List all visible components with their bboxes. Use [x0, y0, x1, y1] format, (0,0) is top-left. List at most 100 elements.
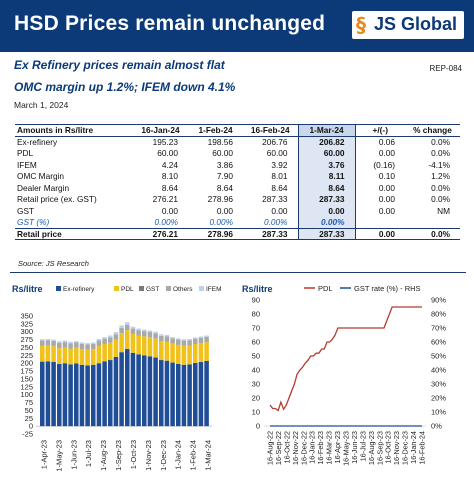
x-tick-label: 16-Jan-24	[409, 431, 418, 464]
bar-segment	[164, 334, 170, 337]
section-divider	[10, 272, 466, 273]
legend-label: Others	[173, 286, 193, 293]
table-cell: 3.92	[271, 159, 288, 170]
table-cell: 60.00	[157, 148, 178, 159]
bar-segment	[68, 343, 73, 349]
js-logo-icon: §	[356, 13, 366, 37]
table-cell: 0.0%	[431, 137, 450, 147]
y-tick-label: 40	[252, 366, 260, 375]
source-note: Source: JS Research	[18, 259, 89, 268]
row-label: Dealer Margin	[17, 182, 70, 193]
bar-segment	[79, 342, 85, 344]
bar-segment	[85, 349, 90, 366]
table-cell: 8.10	[161, 171, 178, 182]
table-row: Retail price 276.21 278.96 287.33 287.33 0.00…	[15, 227, 460, 240]
bar-segment	[176, 363, 181, 427]
x-tick-label: 16-Dec-23	[401, 431, 410, 465]
table-cell: 0.06	[378, 137, 395, 147]
table-cell: 0.00%	[154, 217, 178, 227]
bar-segment	[57, 348, 62, 364]
bar-segment	[62, 347, 68, 364]
bar-segment	[170, 362, 175, 427]
page-title: HSD Prices remain unchanged	[14, 12, 326, 35]
bar-segment	[68, 348, 73, 365]
bar-segment	[62, 363, 68, 427]
table-row: IFEM 4.24 3.86 3.92 3.76 (0.16) -4.1%	[15, 159, 460, 171]
bar-segment	[153, 338, 158, 358]
x-tick-label: 1-Jan-24	[174, 440, 183, 470]
bar-segment	[85, 365, 90, 427]
table-cell: 0.00%	[209, 217, 233, 227]
bar-segment	[204, 342, 209, 361]
legend-swatch	[199, 286, 204, 291]
bar-segment	[130, 333, 136, 353]
y-tick-label: 70	[252, 324, 260, 333]
table-cell: 0.00	[161, 205, 178, 216]
legend-label: GST rate (%) - RHS	[354, 284, 421, 293]
table-cell: 278.96	[188, 227, 243, 240]
x-tick-label: 1-Aug-23	[99, 440, 108, 471]
bar-segment	[142, 331, 147, 337]
y-tick-label: 150	[20, 374, 33, 383]
bar-segment	[147, 356, 153, 427]
bar-segment	[136, 328, 141, 331]
y-tick-label: 325	[20, 319, 33, 328]
table-row: Retail price (ex. GST) 276.21 278.96 287.33…	[15, 193, 460, 205]
bar-segment	[79, 364, 85, 427]
legend-label: IFEM	[206, 286, 222, 293]
y-tick-label: 20	[252, 394, 260, 403]
x-tick-label: 16-Dec-22	[299, 431, 308, 465]
bar-segment	[51, 361, 56, 427]
price-table: Amounts in Rs/litre 16-Jan-24 1-Feb-24 1…	[15, 124, 460, 240]
bar-segment	[108, 360, 113, 427]
table-cell: 8.64	[216, 182, 233, 193]
bar-segment	[136, 354, 141, 427]
bar-segment	[147, 332, 153, 338]
bar-segment	[108, 335, 113, 338]
table-cell: 1.2%	[431, 171, 450, 182]
report-id: REP-084	[429, 64, 462, 73]
table-cell: 8.64	[161, 182, 178, 193]
table-cell: 0.00	[378, 194, 395, 205]
table-header-row: Amounts in Rs/litre 16-Jan-24 1-Feb-24 1…	[15, 124, 460, 137]
bar-segment	[91, 342, 96, 344]
bar-segment	[193, 362, 198, 427]
bar-segment	[74, 341, 79, 343]
y-tick-label: 25	[25, 414, 33, 423]
row-label: OMC Margin	[17, 171, 65, 182]
bar-segment	[136, 335, 141, 355]
bar-segment	[57, 363, 62, 427]
bar-segment	[62, 340, 68, 343]
legend-swatch	[114, 286, 119, 291]
table-cell: 0.0%	[431, 194, 450, 205]
y-tick-label: 60	[252, 338, 260, 347]
bar-segment	[187, 364, 192, 427]
table-cell: 198.56	[207, 137, 233, 147]
y-axis-title: Rs/litre	[12, 284, 43, 294]
bar-segment	[170, 337, 175, 339]
table-cell: 3.76	[297, 159, 356, 171]
row-label: Retail price (ex. GST)	[17, 194, 97, 205]
col-header: Amounts in Rs/litre	[15, 124, 133, 137]
y-tick-label: 250	[20, 343, 33, 352]
bar-segment	[113, 356, 119, 427]
bar-segment	[176, 344, 181, 364]
x-tick-label: 16-Feb-24	[418, 431, 427, 465]
table-cell: 0.00%	[297, 216, 356, 228]
bar-segment	[193, 338, 198, 345]
bar-segment	[187, 340, 192, 346]
y-tick-label: 90	[252, 296, 260, 305]
bar-segment	[57, 341, 62, 343]
legend-label: PDL	[121, 286, 134, 293]
pdl-gst-line-chart: Rs/litre PDL GST rate (%) - RHS 0 10 20 30 40 50…	[242, 284, 446, 466]
y-tick-label: 350	[20, 312, 33, 321]
table-cell: 60.00	[297, 147, 356, 159]
bar-segment	[68, 341, 73, 344]
table-cell: 0.0%	[431, 148, 450, 159]
table-cell: 206.76	[262, 137, 288, 147]
bar-segment	[176, 339, 181, 345]
bar-segment	[74, 363, 79, 427]
y-tick-label: 225	[20, 351, 33, 360]
y-tick-label: 75	[25, 398, 33, 407]
table-cell: 3.86	[216, 159, 233, 170]
